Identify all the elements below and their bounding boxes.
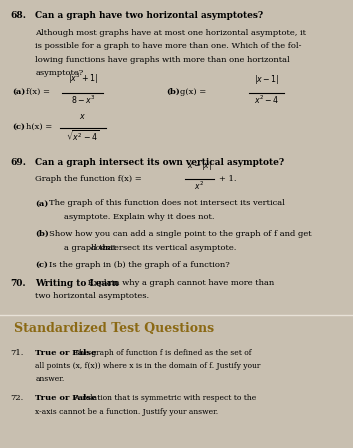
Text: Standardized Test Questions: Standardized Test Questions — [14, 322, 214, 335]
Text: two horizontal asymptotes.: two horizontal asymptotes. — [35, 292, 149, 300]
Text: (a): (a) — [12, 88, 26, 96]
Text: A relation that is symmetric with respect to the: A relation that is symmetric with respec… — [72, 394, 256, 402]
Text: $x^2$: $x^2$ — [195, 180, 204, 193]
Text: Writing to Learn: Writing to Learn — [35, 279, 119, 288]
Text: f(x) =: f(x) = — [26, 88, 50, 96]
Text: $8 - x^3$: $8 - x^3$ — [71, 94, 95, 107]
Text: 71.: 71. — [11, 349, 24, 357]
Text: $x$: $x$ — [79, 112, 86, 121]
Text: does: does — [91, 244, 111, 252]
Text: $\sqrt{x^2 - 4}$: $\sqrt{x^2 - 4}$ — [66, 129, 100, 144]
Text: Can a graph have two horizontal asymptotes?: Can a graph have two horizontal asymptot… — [35, 11, 263, 20]
Text: + 1.: + 1. — [219, 175, 237, 183]
Text: $x - |x|$: $x - |x|$ — [187, 159, 212, 172]
Text: g(x) =: g(x) = — [180, 88, 206, 96]
Text: asymptote?: asymptote? — [35, 69, 84, 77]
Text: (c): (c) — [12, 123, 25, 131]
Text: True or False: True or False — [35, 394, 97, 402]
Text: $|x^3 + 1|$: $|x^3 + 1|$ — [68, 72, 98, 86]
Text: The graph of function f is defined as the set of: The graph of function f is defined as th… — [72, 349, 251, 357]
Text: 68.: 68. — [11, 11, 26, 20]
Text: (c): (c) — [35, 261, 48, 269]
Text: asymptote. Explain why it does not.: asymptote. Explain why it does not. — [64, 213, 214, 221]
Text: Although most graphs have at most one horizontal asymptote, it: Although most graphs have at most one ho… — [35, 29, 306, 37]
Text: all points (x, f(x)) where x is in the domain of f. Justify your: all points (x, f(x)) where x is in the d… — [35, 362, 261, 370]
Text: Is the graph in (b) the graph of a function?: Is the graph in (b) the graph of a funct… — [49, 261, 230, 269]
Text: h(x) =: h(x) = — [26, 123, 53, 131]
Text: Graph the function f(x) =: Graph the function f(x) = — [35, 175, 142, 183]
Text: $x^2 - 4$: $x^2 - 4$ — [254, 94, 279, 107]
Text: intersect its vertical asymptote.: intersect its vertical asymptote. — [100, 244, 236, 252]
Text: Show how you can add a single point to the graph of f and get: Show how you can add a single point to t… — [49, 230, 312, 238]
Text: Explain why a graph cannot have more than: Explain why a graph cannot have more tha… — [85, 279, 275, 287]
Text: answer.: answer. — [35, 375, 65, 383]
Text: x-axis cannot be a function. Justify your answer.: x-axis cannot be a function. Justify you… — [35, 408, 219, 416]
Text: Can a graph intersect its own vertical asymptote?: Can a graph intersect its own vertical a… — [35, 158, 285, 167]
Text: is possible for a graph to have more than one. Which of the fol-: is possible for a graph to have more tha… — [35, 42, 302, 50]
Text: 72.: 72. — [11, 394, 24, 402]
Text: The graph of this function does not intersect its vertical: The graph of this function does not inte… — [49, 199, 285, 207]
Text: $|x - 1|$: $|x - 1|$ — [254, 73, 279, 86]
Text: (b): (b) — [166, 88, 180, 96]
Text: lowing functions have graphs with more than one horizontal: lowing functions have graphs with more t… — [35, 56, 290, 64]
Text: (b): (b) — [35, 230, 49, 238]
Text: True or False: True or False — [35, 349, 97, 357]
Text: 70.: 70. — [11, 279, 26, 288]
Text: (a): (a) — [35, 199, 49, 207]
Text: 69.: 69. — [11, 158, 26, 167]
Text: a graph that: a graph that — [64, 244, 118, 252]
